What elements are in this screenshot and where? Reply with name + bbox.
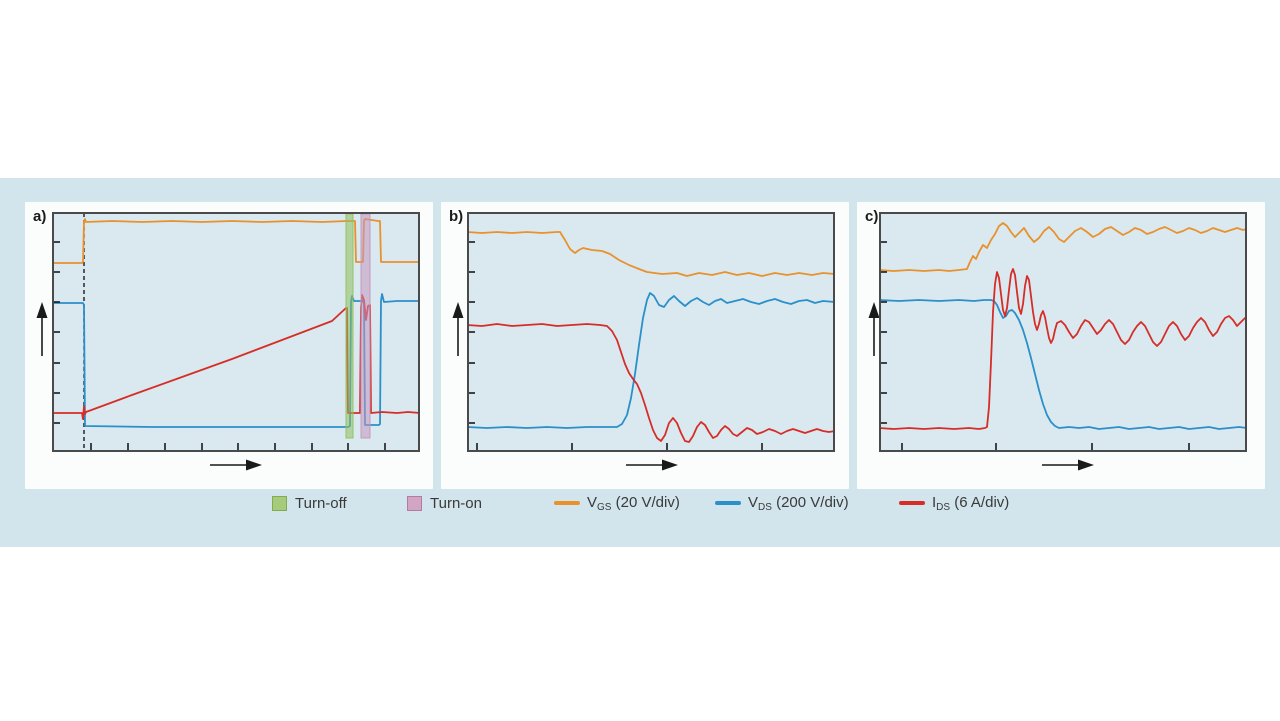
x-axis-arrow-icon bbox=[210, 459, 262, 471]
trace-vds bbox=[467, 292, 835, 429]
legend-label: Turn-on bbox=[430, 494, 482, 512]
panel-b-plot bbox=[467, 212, 835, 452]
plot-background bbox=[879, 212, 1247, 452]
legend-item-turn-off: Turn-off bbox=[272, 493, 347, 513]
trace-vgs bbox=[879, 222, 1247, 272]
panel-b-card: b) bbox=[441, 202, 849, 489]
panel-c-plot bbox=[879, 212, 1247, 452]
vgs-line-icon bbox=[554, 501, 580, 505]
panel-c-label: c) bbox=[865, 208, 879, 225]
trace-vgs bbox=[52, 218, 420, 264]
plot-background bbox=[52, 212, 420, 452]
x-axis-arrow-icon bbox=[1042, 459, 1094, 471]
trace-ids bbox=[879, 268, 1247, 430]
y-axis-arrow-icon bbox=[452, 302, 464, 356]
y-axis-arrow-icon bbox=[868, 302, 880, 356]
vds-line-icon bbox=[715, 501, 741, 505]
turn-on-swatch-icon bbox=[407, 495, 422, 511]
plot-border bbox=[467, 212, 835, 452]
x-axis-arrow-icon bbox=[626, 459, 678, 471]
trace-vds bbox=[52, 293, 420, 428]
plot-border bbox=[52, 212, 420, 452]
ids-line-icon bbox=[899, 501, 925, 505]
legend: Turn-off Turn-on VGS (20 V/div) VDS (200… bbox=[0, 493, 1280, 515]
y-axis-arrow-icon bbox=[36, 302, 48, 356]
highlight-band-turn-on bbox=[360, 213, 371, 439]
legend-label: IDS (6 A/div) bbox=[932, 493, 1010, 513]
panel-c-card: c) bbox=[857, 202, 1265, 489]
panel-a-card: a) bbox=[25, 202, 433, 489]
legend-label: VDS (200 V/div) bbox=[748, 493, 849, 513]
highlight-band-turn-off bbox=[345, 213, 354, 439]
panel-a-label: a) bbox=[33, 208, 47, 225]
panel-b-label: b) bbox=[449, 208, 464, 225]
legend-item-turn-on: Turn-on bbox=[407, 493, 482, 513]
plot-background bbox=[467, 212, 835, 452]
trace-vds bbox=[879, 299, 1247, 430]
legend-label: VGS (20 V/div) bbox=[587, 493, 680, 513]
trace-vgs bbox=[467, 231, 835, 277]
plot-border bbox=[879, 212, 1247, 452]
turn-off-swatch-icon bbox=[272, 495, 287, 511]
legend-label: Turn-off bbox=[295, 494, 347, 512]
trace-ids bbox=[467, 323, 835, 443]
legend-item-ids: IDS (6 A/div) bbox=[899, 493, 1009, 513]
panel-a-plot bbox=[52, 212, 420, 452]
legend-item-vgs: VGS (20 V/div) bbox=[554, 493, 680, 513]
legend-item-vds: VDS (200 V/div) bbox=[715, 493, 849, 513]
